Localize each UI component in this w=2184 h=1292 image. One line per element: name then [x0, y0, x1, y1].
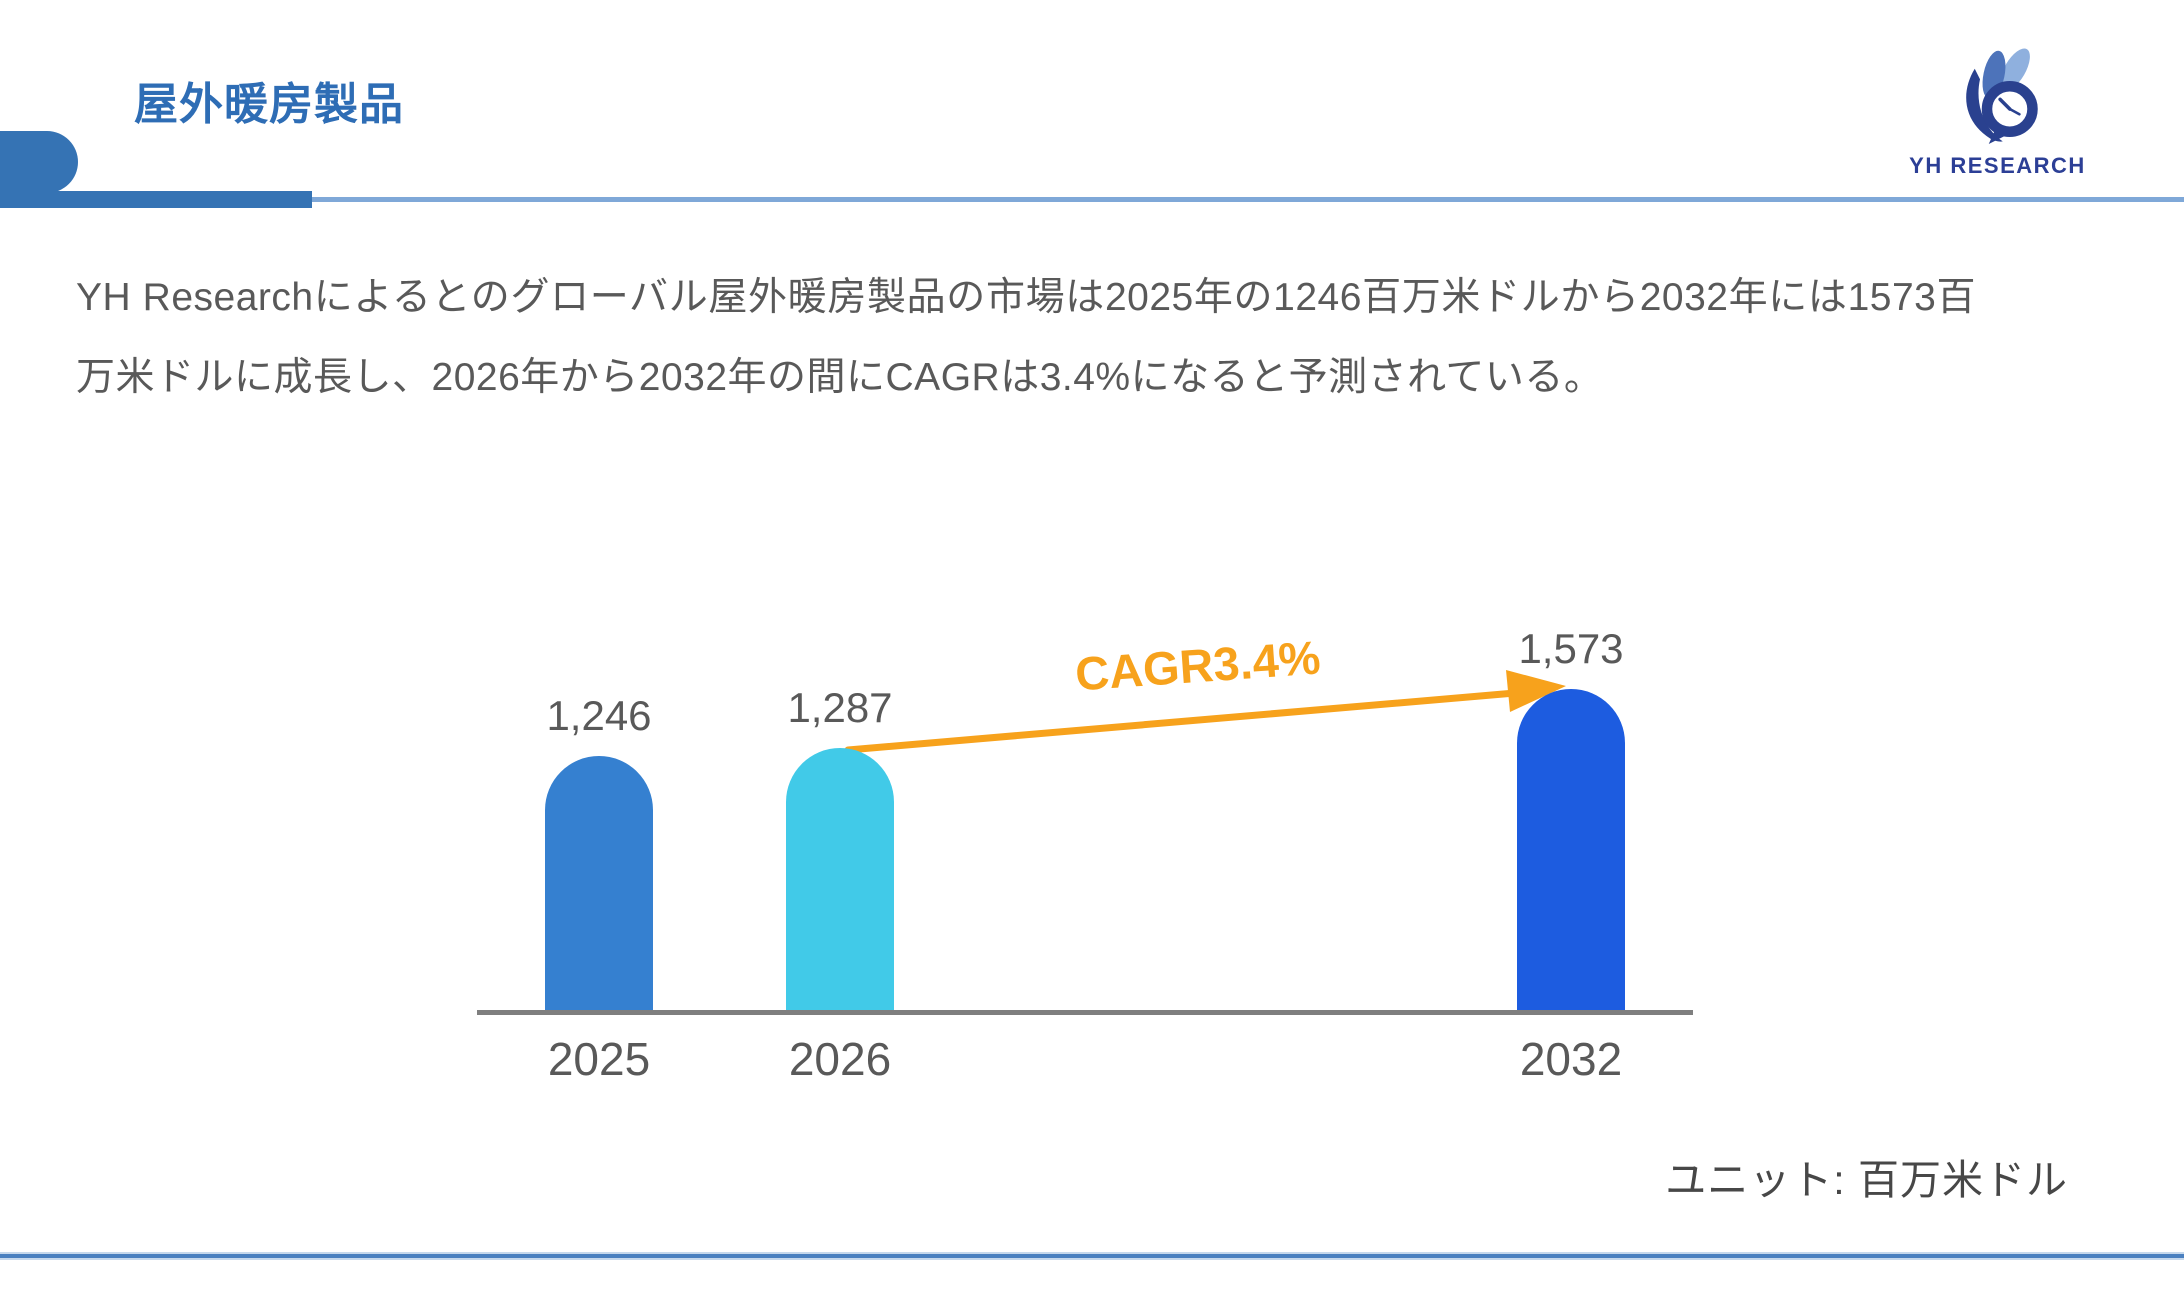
bar-value-label-2032: 1,573 [1518, 625, 1624, 672]
x-tick-2025: 2025 [547, 1033, 651, 1085]
bar-value-label-2025: 1,246 [546, 692, 652, 739]
x-tick-2032: 2032 [1519, 1033, 1623, 1085]
bar-value-label-2026: 1,287 [787, 684, 893, 731]
x-tick-2026: 2026 [788, 1033, 892, 1085]
cagr-arrow-icon [844, 670, 1566, 754]
unit-note: ユニット: 百万米ドル [1665, 1157, 2069, 1203]
bar-group-2025: 1,246 [545, 692, 653, 1012]
header-accent-bar [0, 191, 312, 208]
bar-2032 [1517, 689, 1625, 1012]
bar-group-2032: 1,573 [1517, 625, 1625, 1012]
header-accent-line [312, 197, 2184, 202]
page-title: 屋外暖房製品 [134, 80, 404, 129]
header-accent-tab [0, 131, 78, 193]
bar-group-2026: 1,287 [786, 684, 894, 1012]
bottom-rule [0, 1254, 2184, 1258]
yh-research-logo: YH RESEARCH [1905, 46, 2090, 179]
bar-chart: CAGR3.4% 1,246 1,287 1,573 [477, 598, 1693, 1015]
yh-research-logo-text: YH RESEARCH [1909, 153, 2086, 178]
market-summary-text: YH Researchによるとのグローバル屋外暖房製品の市場は2025年の124… [76, 276, 1976, 399]
x-axis-line [477, 1010, 1693, 1015]
yh-research-logo-icon [1966, 48, 2038, 144]
bar-2025 [545, 756, 653, 1012]
bar-2026 [786, 748, 894, 1012]
